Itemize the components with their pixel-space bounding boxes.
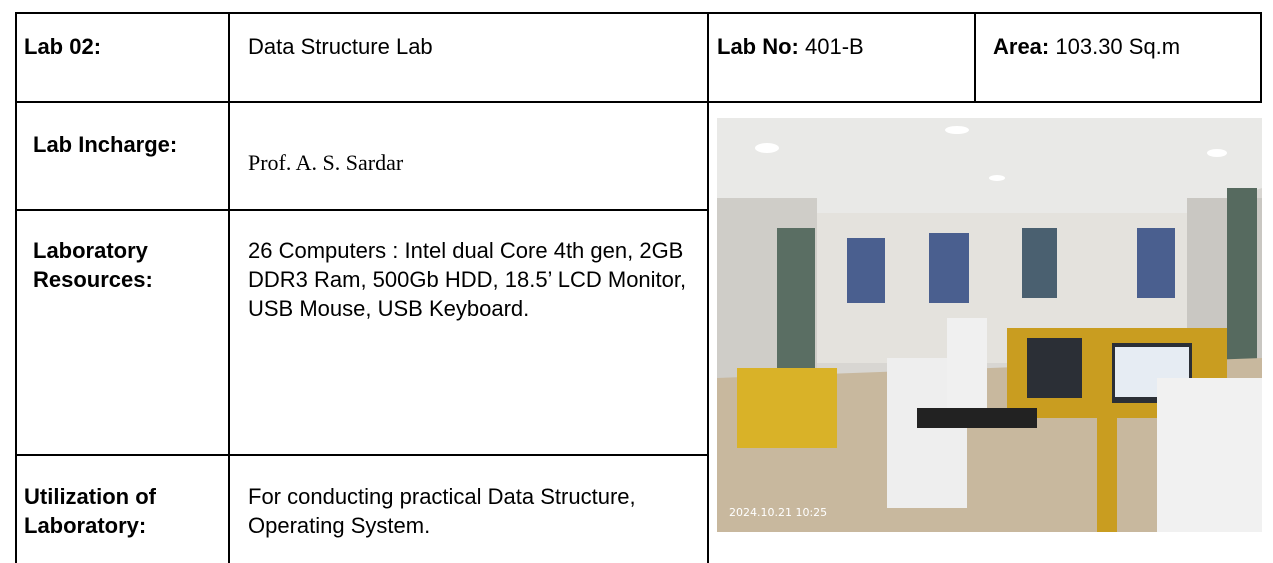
row-label: Laboratory Resources: [33,238,153,292]
lab-no-label: Lab No: [717,34,799,59]
lab-no-value: 401-B [805,34,864,59]
border [15,454,709,456]
row-label: Lab 02: [24,34,102,59]
area-value: 103.30 Sq.m [1055,34,1181,59]
border [15,12,1262,14]
border [15,12,17,563]
row-label: Utilization of Laboratory: [24,484,156,538]
border [15,209,709,211]
row-label: Lab Incharge: [33,132,178,157]
lab-photo: 2024.10.21 10:25 [717,118,1262,532]
lab-no: Lab No: 401-B [717,32,967,61]
photo-timestamp: 2024.10.21 10:25 [729,506,827,519]
border [974,12,976,103]
border [707,12,709,563]
row-text: Data Structure Lab [248,34,433,59]
border [15,101,1262,103]
area-label: Area: [993,34,1050,59]
row-text: 26 Computers : Intel dual Core 4th gen, … [248,238,687,321]
row-text: Prof. A. S. Sardar [248,150,404,175]
border [1260,12,1262,103]
row-text: For conducting practical Data Structure,… [248,484,636,538]
area: Area: 103.30 Sq.m [993,32,1248,61]
border [228,12,230,563]
